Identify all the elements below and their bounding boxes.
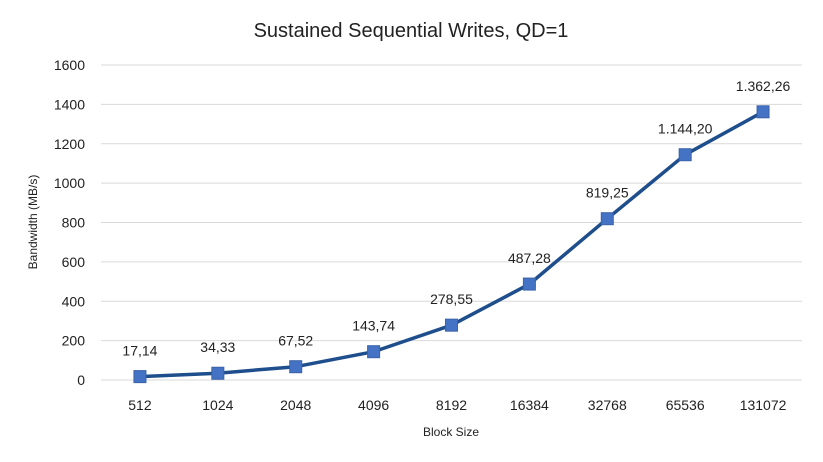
- x-tick-label: 8192: [436, 397, 467, 413]
- y-tick-label: 1000: [54, 175, 85, 191]
- data-label: 819,25: [586, 185, 629, 201]
- data-point-marker: [678, 148, 692, 162]
- data-point-marker: [522, 277, 536, 291]
- chart-title: Sustained Sequential Writes, QD=1: [254, 20, 569, 42]
- series-line: [138, 110, 765, 379]
- data-label: 1.362,26: [736, 78, 791, 94]
- gridlines: [101, 64, 802, 381]
- y-tick-label: 1600: [54, 57, 85, 73]
- data-point-marker: [756, 105, 770, 119]
- data-point-marker: [289, 360, 303, 374]
- x-tick-label: 16384: [510, 397, 549, 413]
- data-label: 17,14: [122, 343, 157, 359]
- y-tick-label: 0: [77, 372, 85, 388]
- data-label: 67,52: [278, 333, 313, 349]
- x-tick-label: 131072: [740, 397, 787, 413]
- y-tick-label: 200: [62, 333, 86, 349]
- x-tick-label: 2048: [280, 397, 311, 413]
- y-tick-label: 600: [62, 254, 86, 270]
- data-point-marker: [133, 370, 147, 384]
- data-point-marker: [211, 366, 225, 380]
- x-axis-title: Block Size: [423, 425, 479, 439]
- data-label: 1.144,20: [658, 121, 713, 137]
- y-axis-ticks: 0 200 400 600 800 1000 1200 1400 1600: [54, 57, 85, 388]
- y-tick-label: 1400: [54, 96, 85, 112]
- x-tick-label: 512: [128, 397, 152, 413]
- x-axis-ticks: 512 1024 2048 4096 8192 16384 32768 65536 131072: [128, 397, 786, 413]
- series-layer: [133, 105, 770, 384]
- y-tick-label: 800: [62, 215, 86, 231]
- x-tick-label: 65536: [666, 397, 705, 413]
- y-axis-title: Bandwidth (MB/s): [26, 175, 40, 270]
- x-tick-label: 1024: [202, 397, 233, 413]
- data-label: 143,74: [352, 318, 395, 334]
- data-point-marker: [367, 345, 381, 359]
- data-label: 34,33: [200, 339, 235, 355]
- data-label: 278,55: [430, 291, 473, 307]
- y-tick-label: 400: [62, 293, 86, 309]
- y-tick-label: 1200: [54, 136, 85, 152]
- data-label: 487,28: [508, 250, 551, 266]
- x-tick-label: 4096: [358, 397, 389, 413]
- data-point-marker: [600, 212, 614, 226]
- data-labels: 17,14 34,33 67,52 143,74 278,55 487,28 819,25 1…: [122, 78, 790, 359]
- data-point-marker: [445, 318, 458, 332]
- x-tick-label: 32768: [588, 397, 627, 413]
